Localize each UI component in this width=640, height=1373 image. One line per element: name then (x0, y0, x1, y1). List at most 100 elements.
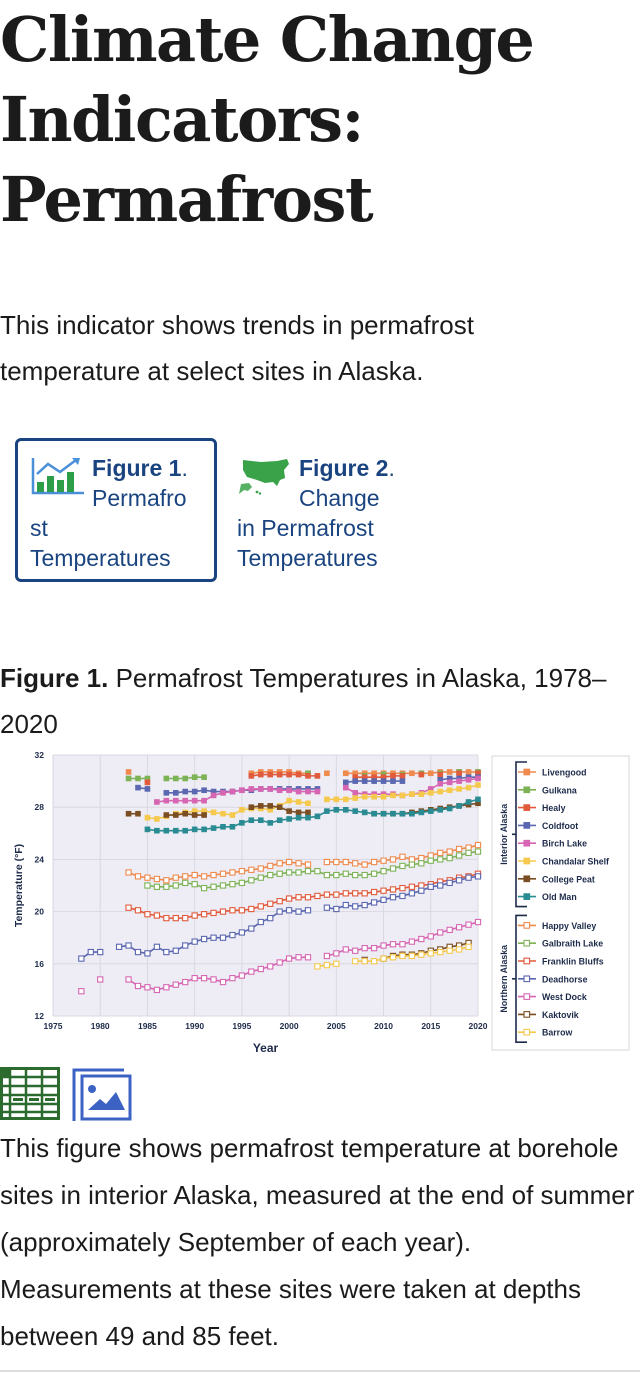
data-point (172, 874, 179, 881)
data-point (465, 943, 472, 950)
data-point (248, 786, 255, 792)
data-point (475, 796, 481, 803)
data-point (456, 770, 462, 777)
data-point (144, 826, 151, 833)
data-point (115, 943, 123, 950)
data-point (399, 952, 406, 960)
data-point (399, 884, 406, 892)
data-point (229, 881, 236, 888)
data-point (437, 948, 444, 956)
data-point (295, 869, 302, 876)
figure-1-tab[interactable]: Figure 1. Permafro st Temperatures (15, 438, 217, 582)
image-icon[interactable] (72, 1067, 134, 1123)
legend-group-label: Interior Alaska (499, 804, 509, 865)
data-point (323, 858, 331, 866)
x-tick-label: 2000 (280, 1021, 299, 1031)
data-point (370, 888, 378, 896)
data-point (295, 799, 302, 805)
data-point (191, 812, 198, 818)
data-point (172, 775, 179, 782)
data-point (352, 871, 359, 879)
data-point (125, 942, 132, 949)
data-point (210, 809, 217, 816)
data-point (418, 791, 425, 797)
data-point (200, 911, 208, 918)
data-point (191, 881, 198, 888)
legend-item-label: College Peat (542, 874, 595, 884)
data-point (446, 926, 453, 934)
data-point (220, 823, 226, 830)
data-point (342, 946, 349, 953)
data-point (427, 770, 434, 777)
data-point (465, 844, 472, 851)
data-point (361, 778, 368, 784)
data-point (238, 972, 246, 979)
data-point (210, 883, 217, 890)
data-point (248, 866, 255, 873)
data-point (399, 941, 406, 948)
data-point (465, 849, 472, 857)
data-point (257, 903, 264, 910)
data-point (399, 778, 406, 784)
data-point (390, 778, 396, 784)
data-point (276, 908, 283, 915)
data-point (456, 803, 462, 809)
data-point (389, 894, 397, 901)
data-point (239, 787, 245, 794)
data-point (257, 803, 264, 809)
data-point (219, 934, 227, 941)
data-point (163, 797, 170, 804)
data-point (172, 812, 179, 818)
bar-line-chart-icon (31, 458, 84, 495)
data-point (135, 775, 141, 782)
data-point (361, 793, 368, 800)
data-point (172, 882, 179, 889)
data-point (399, 792, 406, 799)
data-point (144, 950, 151, 957)
data-point (125, 769, 132, 775)
data-point (78, 988, 85, 995)
data-point (418, 771, 425, 778)
data-point (125, 775, 132, 782)
figure-2-label-line: Change (299, 485, 380, 511)
data-point (78, 955, 85, 962)
data-point (352, 795, 359, 801)
page-title: Climate Change Indicators: Permafrost (0, 0, 640, 240)
data-point (455, 946, 463, 953)
data-point (474, 848, 482, 855)
data-point (182, 810, 189, 817)
data-point (182, 788, 189, 795)
data-point (210, 792, 217, 799)
data-point (210, 934, 217, 941)
data-point (295, 814, 302, 821)
data-point (409, 791, 415, 797)
data-point (219, 908, 227, 915)
data-point (446, 769, 453, 775)
data-point (257, 965, 264, 973)
figure-2-tab[interactable]: Figure 2. Change in Permafrost Temperatu… (234, 438, 434, 582)
legend-item-label: Galbraith Lake (542, 939, 603, 949)
data-point (427, 950, 434, 957)
figure-2-label-line: Temperatures (237, 545, 378, 571)
data-point (446, 805, 453, 812)
data-point (314, 773, 321, 779)
data-point (342, 796, 349, 803)
data-point (154, 816, 160, 822)
data-point (455, 877, 463, 884)
data-point (323, 952, 331, 960)
data-point (172, 797, 179, 804)
data-point (408, 952, 416, 960)
data-point (286, 808, 292, 814)
data-point (465, 921, 472, 928)
data-point (144, 814, 151, 821)
data-point (248, 804, 255, 811)
data-point (163, 775, 170, 782)
data-point (125, 976, 132, 983)
data-point (276, 898, 283, 905)
permafrost-temperature-chart: 1975 1980 1985 1990 1995 2000 2005 2010 2015 2020… (13, 750, 630, 1055)
data-point (380, 955, 387, 962)
data-point (427, 857, 434, 864)
data-point (371, 810, 377, 817)
spreadsheet-icon[interactable] (0, 1067, 60, 1123)
data-point (314, 892, 321, 900)
